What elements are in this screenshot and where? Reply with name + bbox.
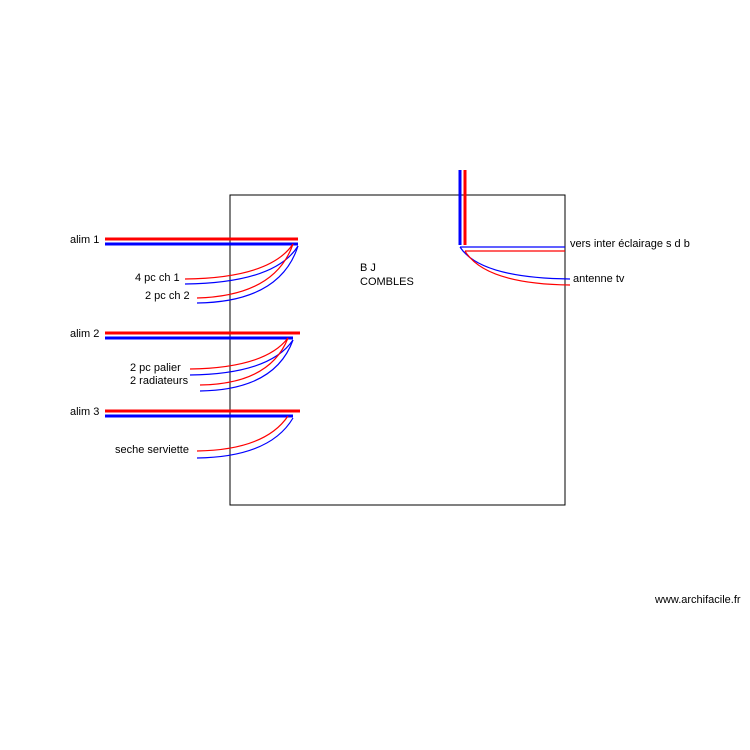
label-2pc-palier: 2 pc palier — [130, 362, 181, 374]
alim2-branch1-red — [190, 338, 288, 369]
diagram-svg — [0, 0, 750, 750]
alim3-branch1-red — [197, 416, 288, 451]
alim2-branch1-blue — [190, 340, 293, 375]
alim1-branch1-red — [185, 244, 293, 279]
alim2-branch2-red — [200, 338, 288, 385]
label-alim2: alim 2 — [70, 328, 99, 340]
label-2radiateurs: 2 radiateurs — [130, 375, 188, 387]
label-alim1: alim 1 — [70, 234, 99, 246]
label-2pc-ch2: 2 pc ch 2 — [145, 290, 190, 302]
label-seche-serviette: seche serviette — [115, 444, 189, 456]
footer-link: www.archifacile.fr — [655, 594, 741, 606]
label-eclairage: vers inter éclairage s d b — [570, 238, 690, 250]
alim3-branch1-blue — [197, 418, 293, 458]
label-4pc-ch1: 4 pc ch 1 — [135, 272, 180, 284]
box-title-line2: COMBLES — [360, 276, 414, 288]
label-alim3: alim 3 — [70, 406, 99, 418]
right-antenne-red — [465, 251, 570, 285]
box-title-line1: B J — [360, 262, 376, 274]
alim1-branch2-red — [197, 244, 293, 298]
junction-box — [230, 195, 565, 505]
label-antenne: antenne tv — [573, 273, 624, 285]
